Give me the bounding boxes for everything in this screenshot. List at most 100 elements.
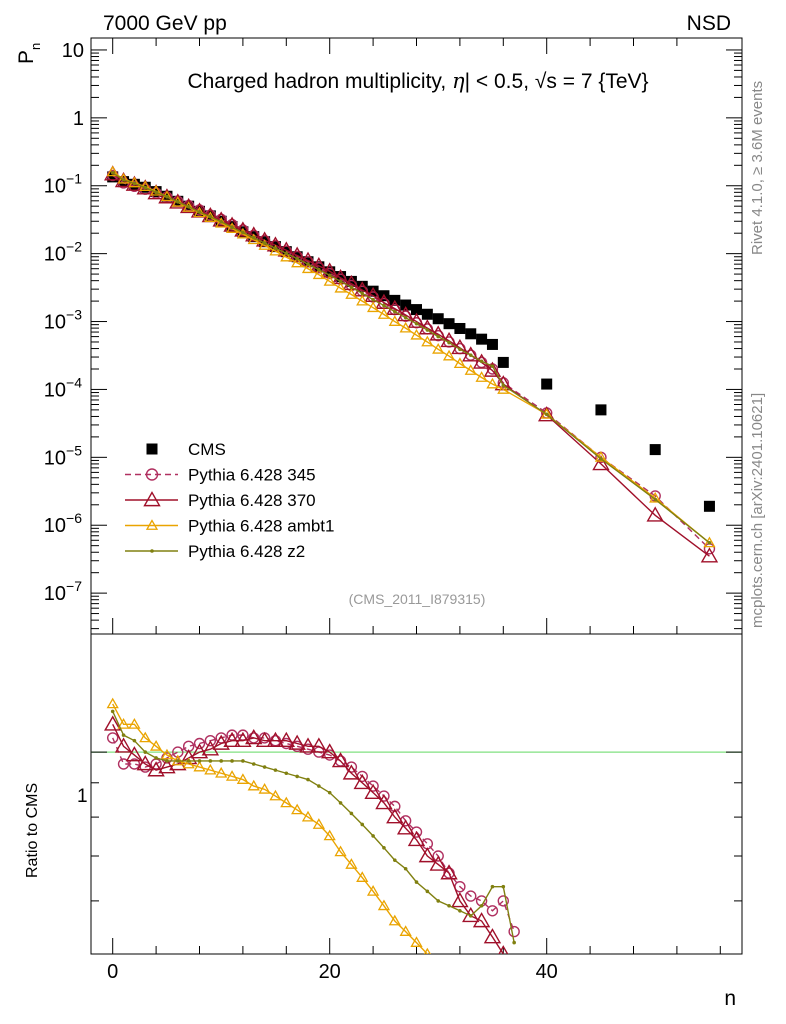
ratio-point [273, 768, 278, 772]
data-point [421, 335, 434, 347]
ratio-point [386, 808, 404, 824]
ratio-point [468, 914, 473, 918]
ratio-point [245, 728, 263, 745]
ratio-point [106, 732, 119, 744]
ratio-point [299, 737, 317, 753]
ratio-point [310, 737, 328, 753]
main-ticks [91, 38, 742, 634]
series-line [112, 172, 710, 544]
legend-label: CMS [188, 440, 226, 459]
data-point [497, 383, 510, 394]
data-point [204, 211, 217, 222]
ratio-point [255, 731, 274, 748]
ratio-point [324, 749, 336, 761]
data-point [501, 383, 506, 388]
ratio-point [158, 758, 176, 774]
data-point [458, 347, 462, 352]
main-y-tick-label: 10−5 [44, 442, 82, 469]
data-point [393, 309, 397, 314]
mcplots-label: mcplots.cern.ch [arXiv:2401.10621] [749, 393, 766, 628]
ratio-y-axis-label: Ratio to CMS [24, 783, 41, 878]
ratio-point [429, 855, 447, 871]
ratio-series-pythia-6-428-z2 [110, 709, 516, 945]
main-y-tick-label: 1 [73, 108, 84, 130]
data-point [464, 364, 477, 375]
ratio-ticks [91, 633, 742, 955]
ratio-point [147, 761, 165, 777]
legend-label: Pythia 6.428 345 [188, 466, 316, 485]
ratio-point [125, 746, 144, 762]
ratio-line [112, 711, 515, 943]
data-point [132, 181, 137, 186]
data-point [442, 349, 456, 361]
ratio-point [410, 936, 423, 947]
ratio-point [345, 858, 358, 869]
data-point [121, 178, 126, 182]
ratio-point [128, 718, 141, 729]
ratio-point [154, 756, 158, 760]
x-tick-label: 40 [536, 961, 558, 983]
ratio-point [230, 759, 234, 763]
ratio-point [266, 731, 285, 748]
main-y-tick-label: 10−4 [44, 374, 82, 401]
data-point [158, 188, 176, 204]
data-point [700, 547, 719, 563]
legend-label: Pythia 6.428 ambt1 [188, 517, 334, 536]
data-point [403, 315, 408, 320]
data-point [323, 275, 336, 286]
x-tick-label: 20 [319, 961, 341, 983]
title-eta: η [452, 69, 465, 93]
main-y-tick-label: 10−1 [44, 171, 82, 198]
data-point [234, 221, 252, 237]
ratio-point [215, 766, 228, 778]
ratio-point [117, 718, 130, 729]
ratio-point [160, 748, 174, 760]
data-point [269, 244, 282, 256]
ratio-point [486, 905, 499, 917]
ratio-point [382, 845, 386, 850]
data-point [454, 322, 466, 334]
x-tick-labels: 0 20 40 [107, 961, 558, 983]
ratio-point [440, 864, 458, 880]
data-point [262, 241, 267, 245]
ratio-point [327, 790, 332, 795]
data-point [219, 219, 223, 224]
data-point [313, 261, 325, 273]
ratio-point [490, 884, 495, 889]
data-point [106, 165, 119, 177]
data-point [414, 321, 419, 326]
ratio-series-pythia-6-428-ambt1 [106, 697, 431, 954]
ratio-point [508, 925, 520, 938]
data-point [143, 185, 148, 190]
ratio-point [334, 845, 347, 857]
data-point [310, 256, 328, 273]
ratio-point [149, 740, 163, 751]
data-point [367, 285, 379, 297]
legend-marker [146, 443, 158, 455]
ratio-point [186, 759, 191, 763]
data-point [154, 190, 158, 195]
ratio-point [497, 895, 509, 907]
data-point [345, 275, 357, 287]
title-prefix: Charged hadron multiplicity, [187, 70, 452, 93]
data-point [230, 225, 234, 230]
data-point [280, 250, 293, 262]
ratio-point [512, 940, 516, 945]
legend-marker [145, 519, 159, 530]
legend-item-pythia-6-428-z2: Pythia 6.428 z2 [125, 542, 305, 561]
ratio-point [377, 899, 391, 911]
ratio-point [176, 759, 180, 763]
ratio-point [306, 777, 310, 782]
data-point [107, 171, 119, 183]
ratio-point [117, 758, 130, 770]
ratio-point [462, 906, 480, 923]
ratio-point [280, 796, 293, 808]
data-point [273, 246, 278, 251]
ratio-point [269, 789, 282, 801]
main-y-tick-label: 10−6 [44, 510, 82, 537]
data-point [537, 406, 556, 422]
ratio-point [418, 847, 437, 863]
data-point [407, 312, 426, 328]
legend-item-pythia-6-428-345: Pythia 6.428 345 [125, 466, 316, 485]
